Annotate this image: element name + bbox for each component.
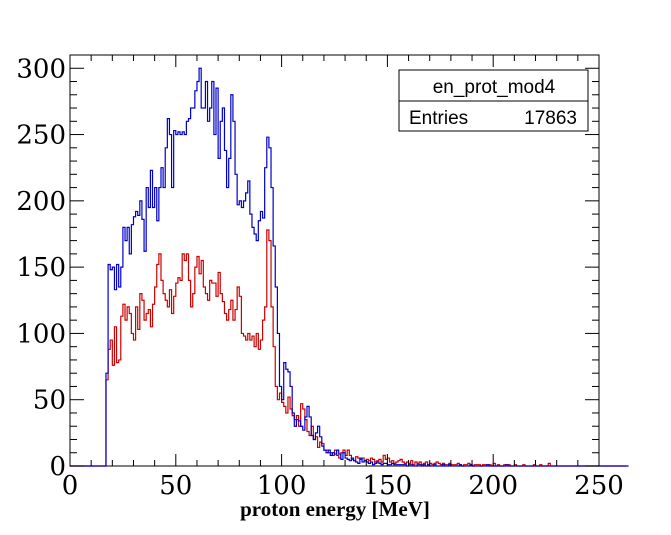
y-tick-label: 50 <box>33 386 66 416</box>
y-tick-label: 250 <box>16 121 66 151</box>
stats-entries-label: Entries <box>409 108 468 129</box>
x-tick-label: 200 <box>468 471 518 501</box>
x-tick-label: 250 <box>574 471 624 501</box>
x-axis-title: proton energy [MeV] <box>240 497 430 521</box>
y-tick-label: 300 <box>16 54 66 84</box>
histogram-series <box>70 67 629 467</box>
y-tick-label: 200 <box>16 187 66 217</box>
series-blue-histogram <box>70 67 629 467</box>
y-tick-label: 0 <box>49 452 66 482</box>
x-tick-label: 100 <box>257 471 307 501</box>
stats-title: en_prot_mod4 <box>433 77 556 98</box>
stats-box: en_prot_mod4 Entries 17863 <box>398 69 589 132</box>
y-tick-label: 100 <box>16 319 66 349</box>
x-tick-label: 0 <box>62 471 79 501</box>
axis-ticks: 0 50 100 150 200 250 0 50 100 150 200 250 300 <box>16 54 623 501</box>
y-tick-label: 150 <box>16 253 66 283</box>
stats-entries-value: 17863 <box>524 108 577 129</box>
x-tick-label: 50 <box>159 471 192 501</box>
x-tick-label: 150 <box>363 471 413 501</box>
